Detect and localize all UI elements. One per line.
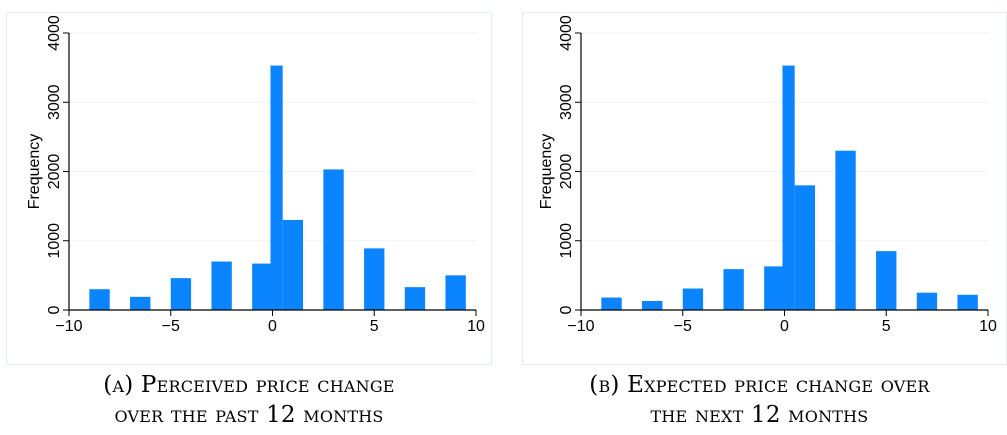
histogram-chart-b: −10 −5 0 5 10 0 1000 2000 3000 4000 Frequency — [538, 15, 997, 335]
bar-1 — [642, 300, 663, 310]
x-tick-label: 0 — [268, 318, 277, 335]
y-tick-label: 2000 — [558, 154, 575, 190]
y-tick-label: 3000 — [46, 84, 63, 120]
bar-6 — [794, 185, 816, 310]
chart-frame-a: −10 −5 0 5 10 0 1000 2000 3000 4000 Frequency — [6, 12, 492, 365]
caption-b-line1: (b) Expected price change over — [589, 372, 930, 398]
bar-3 — [723, 269, 744, 310]
y-tick-label: 1000 — [558, 223, 575, 259]
x-tick-label: −10 — [55, 318, 82, 335]
bar-2 — [170, 278, 192, 310]
bar-2 — [682, 288, 704, 310]
caption-a-line1: (a) Perceived price change — [103, 372, 395, 398]
bar-7 — [323, 169, 344, 310]
bar-8 — [364, 248, 385, 310]
bar-6 — [282, 219, 304, 310]
x-tick-label: 10 — [467, 318, 485, 335]
y-tick-label: 1000 — [46, 223, 63, 259]
bar-3 — [211, 261, 232, 310]
bar-7 — [835, 150, 856, 310]
y-tick-label: 4000 — [46, 15, 63, 51]
caption-b: (b) Expected price change over the next … — [512, 370, 1007, 430]
x-tick-label: 5 — [882, 318, 891, 335]
y-axis-label: Frequency — [538, 134, 555, 210]
bar-9 — [404, 287, 426, 310]
chart-frame-b: −10 −5 0 5 10 0 1000 2000 3000 4000 Frequency — [522, 12, 1007, 365]
bar-10 — [445, 275, 466, 310]
y-tick-label: 0 — [46, 305, 63, 314]
x-tick-label: −10 — [567, 318, 594, 335]
bar-8 — [876, 251, 897, 310]
bar-0 — [89, 289, 110, 310]
bar-10 — [957, 294, 978, 310]
x-tick-label: 5 — [370, 318, 379, 335]
y-tick-label: 3000 — [558, 84, 575, 120]
x-tick-label: −5 — [162, 318, 180, 335]
x-tick-label: −5 — [674, 318, 692, 335]
y-axis-label: Frequency — [26, 134, 43, 210]
bar-9 — [916, 292, 938, 310]
bar-0 — [601, 297, 622, 310]
y-tick-label: 2000 — [46, 154, 63, 190]
caption-a: (a) Perceived price change over the past… — [6, 370, 492, 430]
caption-a-line2: over the past 12 months — [114, 402, 384, 428]
y-tick-label: 0 — [558, 305, 575, 314]
histogram-chart-a: −10 −5 0 5 10 0 1000 2000 3000 4000 Frequency — [26, 15, 485, 335]
x-tick-label: 10 — [979, 318, 997, 335]
bar-4 — [764, 266, 785, 310]
bar-5 — [270, 65, 283, 310]
bar-1 — [130, 296, 151, 310]
x-tick-label: 0 — [780, 318, 789, 335]
bar-4 — [252, 263, 273, 310]
caption-b-line2: the next 12 months — [650, 402, 869, 428]
bar-5 — [782, 65, 795, 310]
y-tick-label: 4000 — [558, 15, 575, 51]
